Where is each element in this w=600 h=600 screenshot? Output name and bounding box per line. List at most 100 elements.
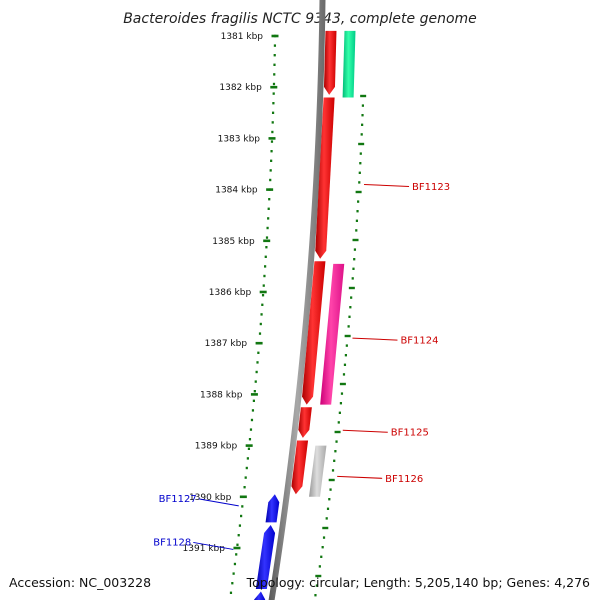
gene-label-bf1128[interactable]: BF1128 [153, 537, 234, 550]
ruler-dot [258, 332, 262, 335]
ruler-major-tick [245, 444, 253, 447]
outer-ruler-dot [320, 555, 323, 558]
ruler-dot [233, 562, 237, 566]
ruler-dot [271, 111, 275, 114]
outer-ruler-dot [353, 258, 356, 261]
ruler-dot [271, 130, 274, 134]
outer-ruler-dot [349, 306, 352, 309]
feature-rna[interactable] [320, 263, 345, 405]
ruler-major-tick [250, 393, 258, 396]
outer-ruler-dot [315, 584, 319, 587]
outer-ruler-dot [352, 238, 359, 242]
outer-ruler-dot [343, 363, 347, 366]
gene-label-bf1126[interactable]: BF1126 [337, 474, 423, 485]
ruler-tick-label: 1391 kbp [183, 544, 226, 554]
feature-rna[interactable] [342, 30, 356, 98]
genome-backbone [268, 0, 326, 600]
outer-ruler-dot [361, 104, 365, 107]
outer-ruler-dot [353, 248, 357, 251]
outer-ruler-dot [339, 402, 343, 405]
ruler-track: 1381 kbp 1382 kbp 1383 kbp 1384 kbp 1385 kbp… [183, 32, 279, 594]
outer-ruler-dot [347, 325, 350, 328]
outer-ruler-dot [333, 459, 336, 462]
feature-cds-forward[interactable] [315, 97, 335, 259]
ruler-dot [252, 399, 255, 402]
leader-line [352, 337, 398, 341]
ruler-dot [263, 274, 266, 278]
ruler-dot [270, 150, 273, 153]
leader-line [193, 541, 234, 550]
ruler-dot [261, 303, 264, 306]
feature-rna[interactable] [309, 445, 327, 497]
genome-summary-text: Topology: circular; Length: 5,205,140 bp… [246, 575, 590, 590]
outer-ruler-dot [344, 334, 351, 338]
outer-ruler-dot [337, 421, 340, 424]
outer-ruler-dot [348, 315, 351, 318]
outer-ruler-dot [315, 574, 322, 578]
ruler-dot [261, 294, 265, 297]
outer-ruler-dot [318, 565, 321, 568]
ruler-major-tick [268, 137, 276, 140]
ruler-dot [249, 428, 253, 431]
outer-ruler-dot [348, 286, 355, 290]
ruler-tick-label: 1384 kbp [215, 186, 258, 196]
feature-cds-reverse[interactable] [265, 494, 280, 523]
ruler-dot [241, 505, 244, 508]
feature-cds-forward[interactable] [291, 440, 309, 495]
backbone-band [268, 0, 326, 600]
accession-text: Accession: NC_003228 [9, 575, 151, 590]
ruler-dot [264, 265, 267, 268]
ruler-dot [265, 246, 268, 249]
ruler-dot [240, 514, 243, 518]
gene-label-bf1127[interactable]: BF1127 [159, 494, 239, 507]
ruler-dot [231, 582, 234, 585]
ruler-dot [244, 476, 247, 479]
feature-cds-reverse[interactable] [255, 524, 276, 589]
ruler-tick-label: 1385 kbp [212, 237, 255, 247]
feature-cds-forward[interactable] [323, 30, 337, 95]
ruler-tick-label: 1388 kbp [200, 390, 243, 400]
outer-ruler-dot [340, 392, 344, 395]
outer-ruler-dot [359, 152, 362, 155]
gene-label-bf1125[interactable]: BF1125 [342, 428, 429, 439]
ruler-dot [248, 438, 252, 441]
outer-ruler-dot [350, 296, 353, 299]
gene-label-bf1124[interactable]: BF1124 [352, 336, 439, 347]
ruler-major-tick [255, 341, 263, 345]
outer-ruler-dot [338, 411, 341, 414]
leader-line [337, 475, 383, 479]
ruler-dot [245, 466, 248, 470]
ruler-dot [253, 390, 256, 393]
ruler-dot [259, 322, 262, 326]
outer-ruler-dot [331, 469, 335, 472]
feature-cds-reverse[interactable] [253, 591, 266, 600]
outer-ruler-dot [344, 354, 348, 357]
feature-cds-forward[interactable] [302, 261, 326, 405]
outer-ruler-dot [322, 536, 326, 539]
gene-label-text: BF1126 [385, 474, 423, 485]
outer-ruler-dot [326, 507, 330, 510]
outer-ruler-dot [361, 114, 364, 117]
gene-label-bf1123[interactable]: BF1123 [364, 182, 450, 193]
ruler-dot [246, 457, 249, 460]
ruler-major-tick [233, 546, 241, 550]
ruler-tick-label: 1381 kbp [221, 32, 264, 42]
ruler-dot [273, 44, 277, 47]
ruler-dot [267, 217, 270, 220]
outer-ruler-dot [328, 478, 335, 482]
outer-ruler-dot [351, 277, 354, 280]
ruler-tick-label: 1383 kbp [218, 134, 261, 144]
ruler-dot [237, 534, 240, 537]
outer-ruler-track [314, 94, 367, 597]
gene-label-text: BF1125 [391, 428, 429, 439]
ruler-dot [273, 54, 276, 57]
feature-cds-forward[interactable] [298, 407, 312, 438]
ruler-tick-label: 1390 kbp [189, 493, 232, 503]
outer-ruler-dot [322, 526, 329, 530]
outer-ruler-dot [358, 142, 365, 146]
gene-label-text: BF1123 [412, 182, 450, 193]
outer-ruler-dot [355, 190, 362, 194]
ruler-dot [238, 524, 242, 527]
outer-ruler-dot [335, 440, 338, 443]
ruler-major-tick [263, 239, 271, 243]
